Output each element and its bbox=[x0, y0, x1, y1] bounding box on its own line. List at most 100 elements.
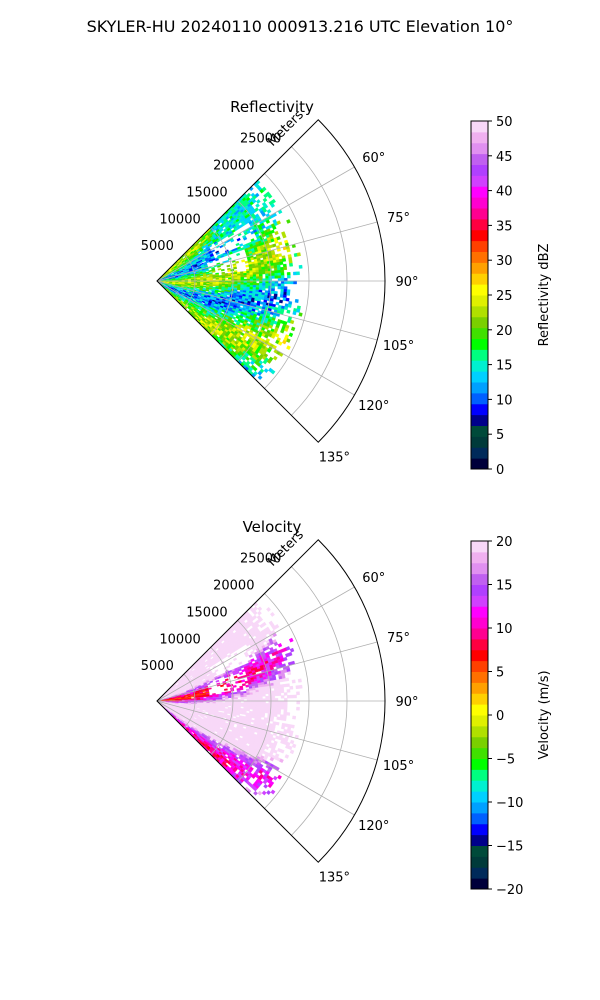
azimuth-tick-label: 105° bbox=[383, 759, 414, 774]
colorbar-segment bbox=[471, 251, 488, 263]
colorbar-tick-label: 10 bbox=[496, 393, 513, 408]
colorbar-label: Velocity (m/s) bbox=[537, 670, 552, 759]
colorbar-segment bbox=[471, 715, 488, 727]
azimuth-spoke bbox=[156, 586, 355, 702]
colorbar-segment bbox=[471, 649, 488, 662]
colorbar-segment bbox=[471, 131, 488, 144]
colorbar-segment bbox=[471, 186, 488, 198]
range-tick-label: 20000 bbox=[213, 579, 254, 594]
panel-title: Velocity bbox=[243, 518, 302, 536]
azimuth-tick-label: 135° bbox=[319, 870, 350, 885]
range-tick-label: 5000 bbox=[141, 659, 174, 674]
colorbar-tick-label: 0 bbox=[496, 709, 504, 724]
colorbar-segment bbox=[471, 338, 488, 350]
colorbar-segment bbox=[471, 834, 488, 846]
colorbar: 0 5 10 15 20 25 30 35 40 45 50 Reflectivity dBZ bbox=[470, 115, 552, 478]
colorbar-segment bbox=[471, 153, 488, 165]
colorbar-tick-label: 30 bbox=[496, 254, 513, 269]
colorbar-tick-label: 25 bbox=[496, 289, 513, 304]
colorbar-segment bbox=[471, 371, 488, 383]
velocity-panel: Velocity 60° 75° 90° 105° 120° 135° 5000 10000 15… bbox=[141, 518, 552, 898]
colorbar-segment bbox=[471, 447, 488, 459]
azimuth-tick-label: 105° bbox=[383, 339, 414, 354]
velocity-field bbox=[156, 601, 303, 796]
sector-frame bbox=[156, 119, 386, 443]
azimuth-spoke bbox=[156, 221, 378, 282]
colorbar-segment bbox=[471, 704, 488, 716]
colorbar-segment bbox=[471, 305, 488, 318]
colorbar-segment bbox=[471, 725, 488, 738]
colorbar-segment bbox=[471, 660, 488, 672]
colorbar-segment bbox=[471, 164, 488, 176]
colorbar-segment bbox=[471, 562, 488, 575]
colorbar-segment bbox=[471, 856, 488, 868]
colorbar-tick-label: 20 bbox=[496, 324, 513, 339]
polar-grid bbox=[156, 566, 385, 836]
colorbar-tick-label: 15 bbox=[496, 359, 513, 374]
colorbar-segment bbox=[471, 878, 488, 890]
reflectivity-panel: Reflectivity60°75°90°105°120°135°5000100… bbox=[141, 98, 552, 478]
colorbar-segment bbox=[471, 747, 488, 759]
colorbar-segment bbox=[471, 414, 488, 426]
colorbar-segment bbox=[471, 273, 488, 285]
colorbar: −20 −15 −10 −5 0 5 10 15 20 Velocity (m/s) bbox=[470, 535, 552, 898]
sector-frame bbox=[156, 539, 386, 863]
colorbar-segment bbox=[471, 175, 488, 187]
panel-title: Reflectivity bbox=[230, 98, 314, 116]
colorbar-segment bbox=[471, 295, 488, 307]
colorbar-tick-label: 5 bbox=[496, 428, 504, 443]
colorbar-segment bbox=[471, 458, 488, 470]
colorbar-segment bbox=[471, 316, 488, 329]
colorbar-tick-label: 5 bbox=[496, 666, 504, 681]
colorbar-tick-label: 10 bbox=[496, 622, 513, 637]
colorbar-segment bbox=[471, 327, 488, 339]
colorbar-tick-label: 15 bbox=[496, 579, 513, 594]
colorbar-segment bbox=[471, 628, 488, 640]
colorbar-segment bbox=[471, 845, 488, 857]
colorbar-tick-label: 40 bbox=[496, 185, 513, 200]
colorbar-segment bbox=[471, 617, 488, 629]
colorbar-segment bbox=[471, 240, 488, 252]
azimuth-spoke bbox=[156, 641, 378, 702]
azimuth-tick-label: 90° bbox=[395, 695, 418, 710]
colorbar-segment bbox=[471, 780, 488, 792]
colorbar-segment bbox=[471, 121, 488, 133]
azimuth-tick-label: 60° bbox=[362, 571, 385, 586]
colorbar-tick-label: 45 bbox=[496, 150, 513, 165]
colorbar-segment bbox=[471, 867, 488, 879]
colorbar-segment bbox=[471, 736, 488, 749]
range-tick-label: 5000 bbox=[141, 239, 174, 254]
colorbar-segment bbox=[471, 682, 488, 694]
colorbar-tick-label: 20 bbox=[496, 535, 513, 550]
azimuth-tick-label: 120° bbox=[358, 399, 389, 414]
colorbar-tick-label: −5 bbox=[496, 753, 515, 768]
colorbar-segment bbox=[471, 360, 488, 372]
range-tick-label: 20000 bbox=[213, 159, 254, 174]
colorbar-segment bbox=[471, 436, 488, 448]
colorbar-tick-label: −20 bbox=[496, 883, 523, 898]
colorbar-segment bbox=[471, 606, 488, 618]
azimuth-spoke bbox=[156, 700, 355, 816]
figure-title: SKYLER-HU 20240110 000913.216 UTC Elevat… bbox=[87, 17, 514, 36]
colorbar-segment bbox=[471, 392, 488, 405]
colorbar-segment bbox=[471, 218, 488, 231]
colorbar-segment bbox=[471, 638, 488, 651]
range-tick-label: 25000 bbox=[240, 132, 281, 147]
range-tick-label: 15000 bbox=[186, 185, 227, 200]
colorbar-segment bbox=[471, 595, 488, 607]
colorbar-segment bbox=[471, 802, 488, 814]
azimuth-spoke bbox=[156, 166, 355, 282]
colorbar-segment bbox=[471, 425, 488, 437]
colorbar-tick-label: 0 bbox=[496, 463, 504, 478]
colorbar-segment bbox=[471, 671, 488, 683]
range-tick-label: 10000 bbox=[159, 632, 200, 647]
colorbar-segment bbox=[471, 541, 488, 553]
colorbar-segment bbox=[471, 791, 488, 803]
azimuth-spoke bbox=[156, 280, 355, 396]
azimuth-tick-label: 90° bbox=[395, 275, 418, 290]
colorbar-segment bbox=[471, 382, 488, 394]
colorbar-tick-label: −10 bbox=[496, 796, 523, 811]
colorbar-tick-label: −15 bbox=[496, 840, 523, 855]
colorbar-segment bbox=[471, 551, 488, 564]
